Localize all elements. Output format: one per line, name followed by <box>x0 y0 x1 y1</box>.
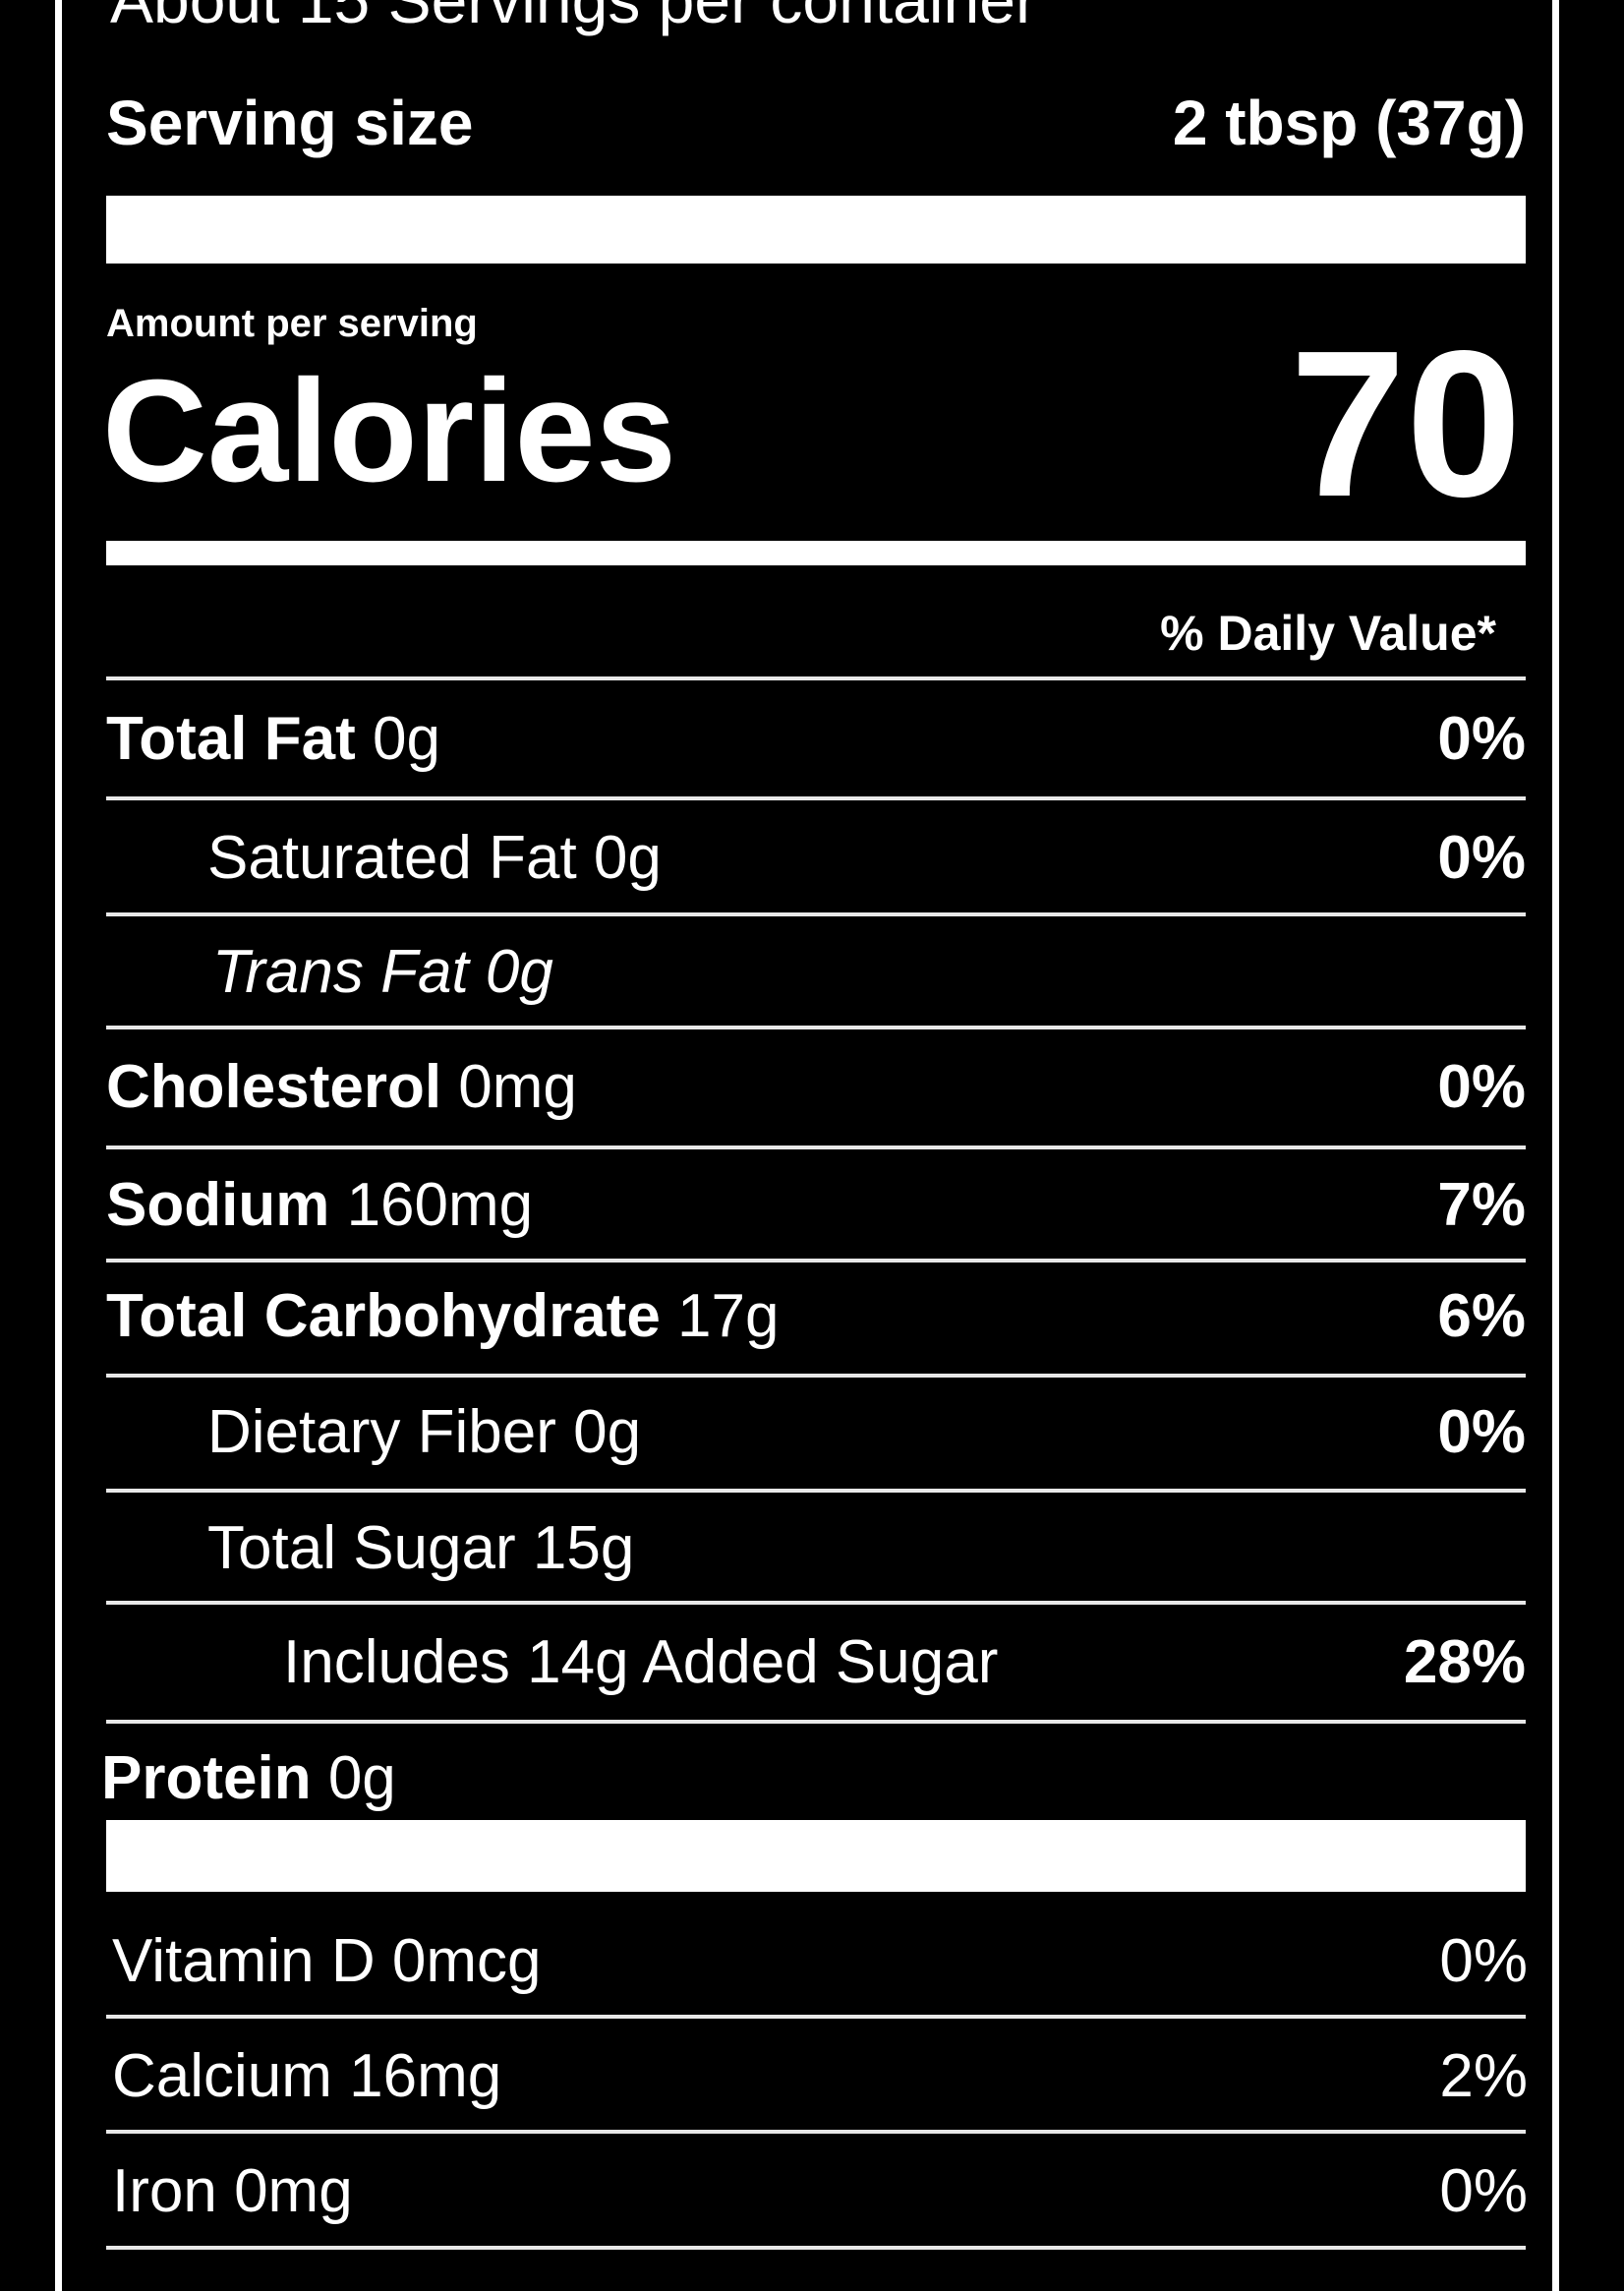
nutrient-name: Trans Fat <box>212 938 469 1006</box>
nutrient-row-sodium: Sodium 160mg 7% <box>106 1147 1526 1263</box>
divider <box>106 1601 1526 1605</box>
nutrient-name: Total Fat <box>106 705 356 773</box>
nutrient-dv: 6% <box>1437 1282 1526 1350</box>
nutrient-row-cholesterol: Cholesterol 0mg 0% <box>106 1029 1526 1145</box>
vitamin-row-vitamin-d: Vitamin D 0mcg 0% <box>112 1904 1528 2019</box>
nutrient-row-added-sugar: Includes 14g Added Sugar 28% <box>106 1605 1526 1720</box>
vitamin-name: Calcium <box>112 2042 332 2110</box>
divider <box>106 1720 1526 1724</box>
vitamin-name: Vitamin D <box>112 1927 376 1995</box>
nutrient-dv: 0% <box>1437 1053 1526 1121</box>
amount-per-serving: Amount per serving <box>106 302 478 345</box>
nutrient-amount: 0g <box>372 705 440 773</box>
divider <box>106 2015 1526 2019</box>
serving-size-value: 2 tbsp (37g) <box>1172 88 1526 158</box>
nutrient-row-total-carbohydrate: Total Carbohydrate 17g 6% <box>106 1259 1526 1374</box>
nutrient-name: Includes 14g Added Sugar <box>283 1628 999 1696</box>
vitamin-dv: 2% <box>1439 2042 1528 2110</box>
nutrient-dv: 7% <box>1437 1171 1526 1239</box>
nutrient-name: Protein <box>101 1744 312 1812</box>
vitamin-amount: 0mg <box>234 2157 353 2225</box>
nutrient-row-protein: Protein 0g <box>101 1721 1521 1836</box>
calories-label: Calories <box>102 350 677 512</box>
label-border <box>55 0 1559 2291</box>
nutrient-name: Cholesterol <box>106 1053 442 1121</box>
divider <box>106 1489 1526 1493</box>
nutrient-amount: 15g <box>532 1514 635 1582</box>
nutrient-row-total-fat: Total Fat 0g 0% <box>106 681 1526 796</box>
divider <box>106 2246 1526 2250</box>
divider <box>106 1146 1526 1149</box>
thick-divider <box>106 1820 1526 1892</box>
divider <box>106 1374 1526 1378</box>
vitamin-row-calcium: Calcium 16mg 2% <box>112 2019 1528 2134</box>
nutrient-dv: 28% <box>1403 1628 1526 1696</box>
nutrient-dv: 0% <box>1437 705 1526 773</box>
daily-value-header: % Daily Value* <box>1160 606 1496 661</box>
vitamin-dv: 0% <box>1439 1927 1528 1995</box>
nutrient-dv: 0% <box>1437 824 1526 892</box>
divider <box>106 1259 1526 1263</box>
divider <box>106 676 1526 680</box>
calories-value: 70 <box>1290 307 1522 540</box>
nutrient-amount: 160mg <box>346 1171 534 1239</box>
nutrient-name: Sodium <box>106 1171 330 1239</box>
divider <box>106 2130 1526 2134</box>
nutrient-row-trans-fat: Trans Fat 0g <box>106 914 1526 1029</box>
nutrient-amount: 0g <box>485 938 553 1006</box>
divider <box>106 912 1526 916</box>
divider <box>106 796 1526 800</box>
nutrient-dv: 0% <box>1437 1398 1526 1466</box>
servings-per-container: About 15 Servings per container <box>110 0 1037 36</box>
divider <box>106 1026 1526 1029</box>
nutrient-amount: 0mg <box>458 1053 577 1121</box>
nutrient-name: Total Carbohydrate <box>106 1282 661 1350</box>
vitamin-amount: 16mg <box>349 2042 502 2110</box>
medium-divider <box>106 541 1526 565</box>
thick-divider <box>106 196 1526 264</box>
nutrient-amount: 0g <box>327 1744 396 1812</box>
nutrient-name: Saturated Fat <box>207 824 577 892</box>
vitamin-name: Iron <box>112 2157 217 2225</box>
vitamin-dv: 0% <box>1439 2157 1528 2225</box>
nutrient-row-total-sugar: Total Sugar 15g <box>106 1491 1526 1606</box>
nutrient-name: Total Sugar <box>207 1514 516 1582</box>
nutrient-name: Dietary Fiber <box>207 1398 556 1466</box>
nutrient-amount: 17g <box>677 1282 780 1350</box>
vitamin-amount: 0mcg <box>391 1927 542 1995</box>
nutrient-amount: 0g <box>593 824 662 892</box>
vitamin-row-iron: Iron 0mg 0% <box>112 2134 1528 2249</box>
nutrient-amount: 0g <box>573 1398 642 1466</box>
nutrient-row-dietary-fiber: Dietary Fiber 0g 0% <box>106 1375 1526 1490</box>
nutrient-row-saturated-fat: Saturated Fat 0g 0% <box>106 800 1526 915</box>
serving-size-label: Serving size <box>106 88 474 158</box>
